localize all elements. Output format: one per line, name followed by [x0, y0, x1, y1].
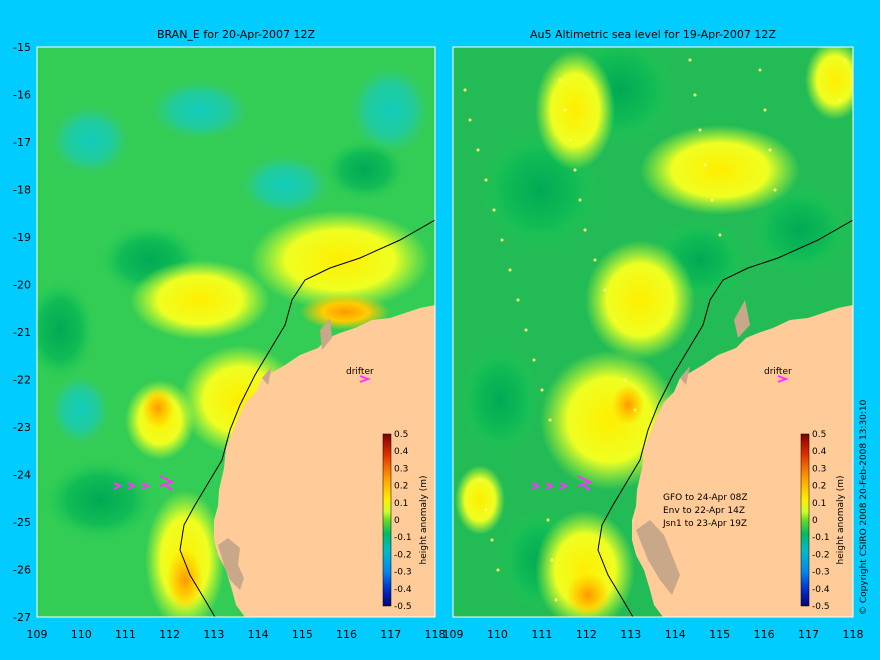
x-tick-label: 118 — [425, 628, 446, 641]
note-env: Env to 22-Apr 14Z — [663, 506, 745, 516]
x-tick-label: 117 — [798, 628, 819, 641]
left-isobath — [179, 219, 435, 617]
x-tick-label: 113 — [620, 628, 641, 641]
y-tick-label: -26 — [13, 564, 31, 577]
x-tick-label: 115 — [709, 628, 730, 641]
x-tick-label: 116 — [754, 628, 775, 641]
y-tick-label: -23 — [13, 421, 31, 434]
colorbar-tick-label: 0.4 — [394, 447, 409, 457]
x-tick-label: 118 — [843, 628, 864, 641]
y-tick-label: -22 — [13, 374, 31, 387]
colorbar-tick-label: 0.5 — [394, 430, 408, 440]
x-tick-label: 114 — [248, 628, 269, 641]
y-tick-label: -27 — [13, 611, 31, 624]
left-map — [37, 47, 435, 617]
x-tick-label: 117 — [380, 628, 401, 641]
x-tick-label: 114 — [665, 628, 686, 641]
x-tick-label: 111 — [115, 628, 136, 641]
x-tick-label: 110 — [487, 628, 508, 641]
right-map — [453, 47, 853, 617]
colorbar-tick-label: -0.3 — [812, 568, 830, 578]
colorbar-tick-label: -0.4 — [812, 585, 830, 595]
left-drifter-track — [113, 375, 371, 491]
x-tick-label: 110 — [71, 628, 92, 641]
left-land — [214, 305, 435, 617]
colorbar-tick-label: -0.5 — [812, 602, 830, 612]
colorbar-tick-label: 0.2 — [394, 482, 408, 492]
colorbar-tick-label: -0.1 — [394, 533, 412, 543]
x-tick-label: 113 — [203, 628, 224, 641]
y-tick-label: -16 — [13, 89, 31, 102]
x-tick-label: 112 — [576, 628, 597, 641]
left-panel-title: BRAN_E for 20-Apr-2007 12Z — [157, 28, 316, 41]
colorbar-tick-label: -0.5 — [394, 602, 412, 612]
y-tick-label: -19 — [13, 231, 31, 244]
colorbar-tick-label: 0.3 — [394, 464, 408, 474]
colorbar-tick-label: 0.1 — [812, 499, 826, 509]
right-colorbar: 0.5 0.4 0.3 0.2 0.1 0 -0.1 -0.2 -0.3 -0.4 -0.5 hei… — [800, 430, 846, 612]
y-tick-label: -20 — [13, 279, 31, 292]
copyright-text: © Copyright CSIRO 2008 20-Feb-2008 13:30… — [859, 399, 869, 615]
left-y-axis: -15 -16 -17 -18 -19 -20 -21 -22 -23 -24 -25 -26 -27 — [13, 41, 31, 624]
left-colorbar: 0.5 0.4 0.3 0.2 0.1 0 -0.1 -0.2 -0.3 -0.4 -0.5 hei… — [382, 430, 429, 612]
right-panel-title: Au5 Altimetric sea level for 19-Apr-2007… — [530, 28, 776, 41]
colorbar-tick-label: -0.1 — [812, 533, 830, 543]
right-drifter-track — [531, 375, 789, 491]
y-tick-label: -15 — [13, 41, 31, 54]
x-tick-label: 109 — [443, 628, 464, 641]
colorbar-tick-label: 0.3 — [812, 464, 826, 474]
colorbar-tick-label: -0.2 — [394, 550, 412, 560]
right-satellite-tracks — [463, 58, 847, 602]
right-isobath — [597, 219, 853, 617]
right-land — [632, 305, 853, 617]
right-x-axis: 109 110 111 112 113 114 115 116 117 118 — [443, 628, 864, 641]
colorbar-tick-label: -0.4 — [394, 585, 412, 595]
colorbar-tick-label: 0.2 — [812, 482, 826, 492]
right-colorbar-label: height anomaly (m) — [836, 475, 846, 564]
colorbar-tick-label: -0.2 — [812, 550, 830, 560]
colorbar-tick-label: 0 — [812, 516, 818, 526]
left-drifter-label: drifter — [346, 367, 374, 377]
colorbar-tick-label: 0.4 — [812, 447, 827, 457]
x-tick-label: 111 — [531, 628, 552, 641]
x-tick-label: 109 — [27, 628, 48, 641]
right-drifter-label: drifter — [764, 367, 792, 377]
left-colorbar-label: height anomaly (m) — [419, 475, 429, 564]
left-x-axis: 109 110 111 112 113 114 115 116 117 118 — [27, 628, 446, 641]
y-tick-label: -24 — [13, 469, 31, 482]
x-tick-label: 116 — [336, 628, 357, 641]
colorbar-tick-label: 0 — [394, 516, 400, 526]
y-tick-label: -18 — [13, 184, 31, 197]
y-tick-label: -17 — [13, 136, 31, 149]
x-tick-label: 112 — [159, 628, 180, 641]
colorbar-tick-label: 0.1 — [394, 499, 408, 509]
right-satellite-notes: GFO to 24-Apr 08Z Env to 22-Apr 14Z Jsn1… — [662, 493, 748, 529]
note-gfo: GFO to 24-Apr 08Z — [663, 493, 748, 503]
note-jsn1: Jsn1 to 23-Apr 19Z — [662, 519, 747, 529]
y-tick-label: -25 — [13, 516, 31, 529]
y-tick-label: -21 — [13, 326, 31, 339]
colorbar-tick-label: 0.5 — [812, 430, 826, 440]
colorbar-tick-label: -0.3 — [394, 568, 412, 578]
x-tick-label: 115 — [292, 628, 313, 641]
